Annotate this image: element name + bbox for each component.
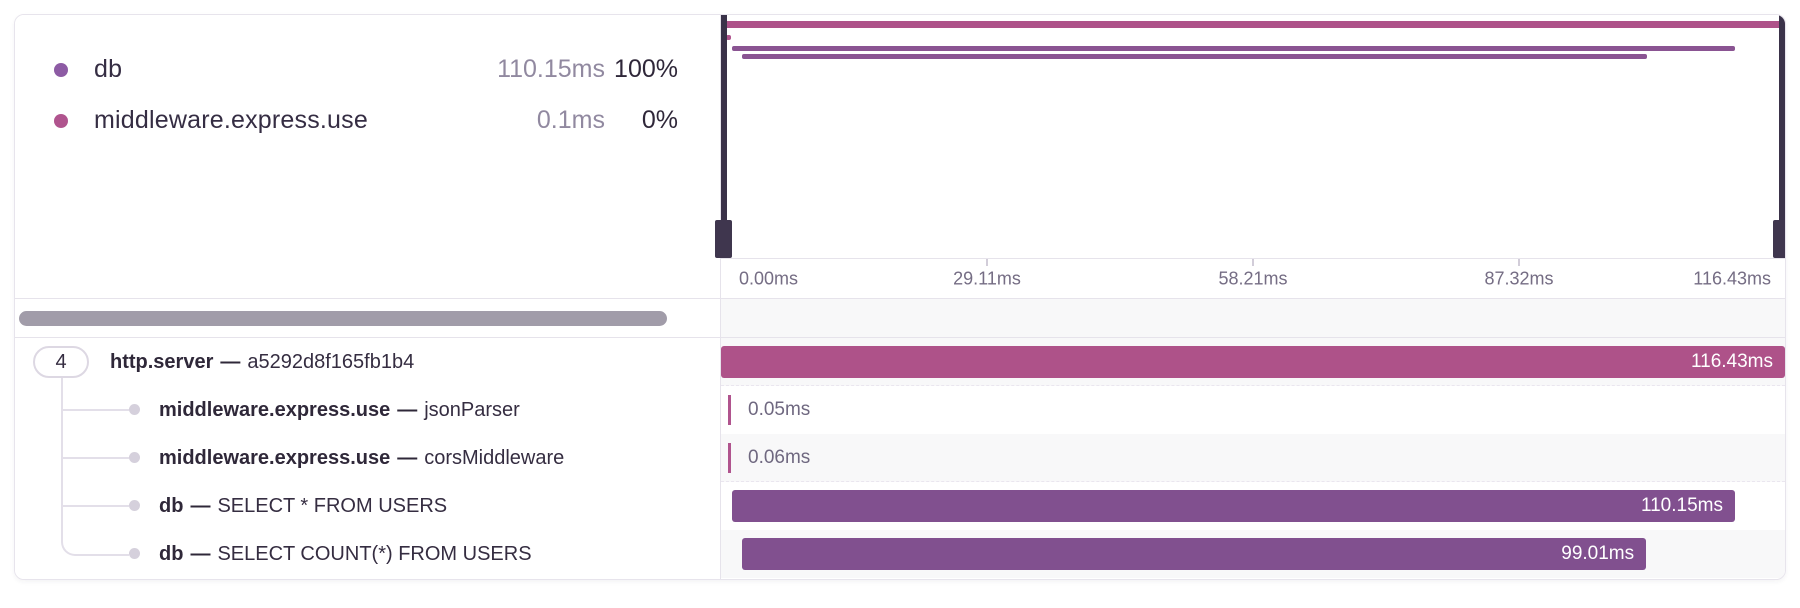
legend-row-middleware: middleware.express.use 0.1ms 0% [15, 95, 720, 146]
tree-connector-branch [61, 409, 129, 411]
trace-minimap[interactable]: 0.00ms 29.11ms 58.21ms 87.32ms 116.43ms [715, 15, 1785, 299]
trace-waterfall-card: db 110.15ms 100% middleware.express.use … [14, 14, 1786, 580]
scrollbar-thumb[interactable] [19, 311, 667, 326]
axis-label-100: 116.43ms [1693, 268, 1771, 288]
axis-tick [986, 259, 988, 266]
minimap-left-grip[interactable] [715, 220, 732, 258]
bar-row-jsonparser[interactable]: 0.05ms [721, 386, 1785, 434]
tree-connector-branch [61, 505, 129, 507]
tree-horizontal-scrollbar[interactable] [15, 299, 721, 338]
axis-tick [1252, 259, 1254, 266]
minimap-bar-db-select [731, 46, 1735, 51]
legend-op-name: db [94, 55, 123, 83]
span-description: SELECT * FROM USERS [217, 494, 448, 517]
separator: — [220, 350, 241, 373]
scrollbar-spacer [721, 299, 1785, 338]
axis-label-50: 58.21ms [1218, 268, 1288, 288]
axis-label-0: 0.00ms [739, 268, 799, 288]
span-op: middleware.express.use [159, 446, 391, 469]
duration-label: 116.43ms [1690, 351, 1773, 372]
db-color-dot [54, 62, 68, 77]
duration-tick[interactable] [727, 443, 731, 473]
span-row-db-select[interactable]: db — SELECT * FROM USERS [15, 482, 720, 530]
separator: — [397, 398, 418, 421]
middleware-color-dot [54, 113, 68, 128]
span-row-jsonparser[interactable]: middleware.express.use — jsonParser [15, 386, 720, 434]
time-axis: 0.00ms 29.11ms 58.21ms 87.32ms 116.43ms [721, 258, 1785, 298]
axis-label-25: 29.11ms [953, 268, 1021, 288]
tree-node-dot [129, 404, 140, 415]
duration-bar[interactable]: 99.01ms [741, 538, 1647, 570]
separator: — [397, 446, 418, 469]
span-row-db-count[interactable]: db — SELECT COUNT(*) FROM USERS [15, 530, 720, 578]
duration-bar[interactable]: 116.43ms [721, 346, 1785, 378]
tree-node-dot [129, 452, 140, 463]
bar-row-db-select[interactable]: 110.15ms [721, 482, 1785, 530]
bar-row-corsmiddleware[interactable]: 0.06ms [721, 434, 1785, 482]
axis-tick [1518, 259, 1520, 266]
tree-connector-trunk [61, 378, 129, 556]
span-op: http.server [110, 350, 214, 373]
span-description: corsMiddleware [424, 446, 565, 469]
legend-op-percent: 100% [614, 55, 678, 83]
span-row-http-server[interactable]: 4 http.server — a5292d8f165fb1b4 [15, 338, 720, 386]
tree-node-dot [129, 500, 140, 511]
duration-label: 0.05ms [748, 399, 811, 420]
span-description: a5292d8f165fb1b4 [247, 350, 415, 373]
minimap-left-handle[interactable] [715, 15, 732, 258]
span-waterfall: 116.43ms 0.05ms 0.06ms 110.15ms 99.01ms [721, 338, 1785, 579]
legend-op-percent: 0% [641, 106, 678, 134]
minimap-bar-http-server [721, 21, 1785, 28]
legend-row-db: db 110.15ms 100% [15, 44, 720, 95]
legend-op-name: middleware.express.use [94, 106, 368, 134]
duration-bar[interactable]: 110.15ms [731, 490, 1735, 522]
legend-op-duration: 0.1ms [536, 106, 605, 134]
tree-connector-branch [61, 457, 129, 459]
span-description: jsonParser [424, 398, 520, 421]
duration-label: 0.06ms [748, 446, 811, 468]
span-op: db [159, 542, 184, 565]
axis-label-75: 87.32ms [1484, 268, 1554, 288]
separator: — [190, 494, 211, 517]
span-tree: 4 http.server — a5292d8f165fb1b4 middlew… [15, 338, 721, 579]
bar-row-http-server[interactable]: 116.43ms [721, 338, 1785, 386]
span-op: db [159, 494, 184, 517]
span-op: middleware.express.use [159, 398, 391, 421]
minimap-bar-db-count [742, 54, 1647, 59]
ops-breakdown-legend: db 110.15ms 100% middleware.express.use … [15, 15, 721, 299]
minimap-bars[interactable] [715, 15, 1785, 258]
tree-node-dot [129, 548, 140, 559]
separator: — [190, 542, 211, 565]
bar-row-db-count[interactable]: 99.01ms [721, 530, 1785, 578]
minimap-right-handle[interactable] [1773, 15, 1785, 258]
duration-label: 110.15ms [1640, 495, 1723, 516]
child-count-badge[interactable]: 4 [33, 346, 89, 378]
minimap-right-grip[interactable] [1773, 220, 1785, 258]
span-description: SELECT COUNT(*) FROM USERS [217, 542, 532, 565]
span-row-corsmiddleware[interactable]: middleware.express.use — corsMiddleware [15, 434, 720, 482]
minimap-bar-middleware [725, 35, 731, 40]
duration-label: 99.01ms [1561, 543, 1635, 564]
legend-op-duration: 110.15ms [497, 55, 605, 83]
duration-tick[interactable] [727, 395, 731, 425]
